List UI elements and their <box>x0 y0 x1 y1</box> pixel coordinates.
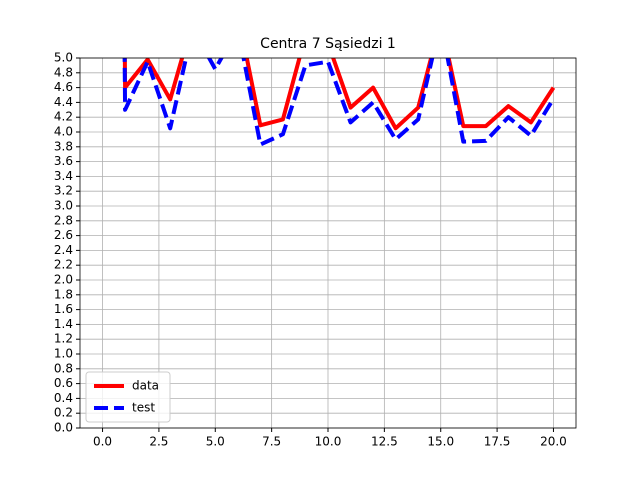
y-tick-label: 3.0 <box>54 199 73 213</box>
y-tick-label: 1.0 <box>54 347 73 361</box>
series-line <box>122 58 556 131</box>
x-tick-label: 2.5 <box>149 435 168 449</box>
y-tick-label: 1.4 <box>54 317 73 331</box>
x-tick-label: 20.0 <box>540 435 567 449</box>
y-tick-label: 5.0 <box>54 51 73 65</box>
y-tick-label: 3.2 <box>54 184 73 198</box>
x-tick-label: 0.0 <box>93 435 112 449</box>
y-tick-label: 2.6 <box>54 228 73 242</box>
y-tick-label: 2.8 <box>54 213 73 227</box>
y-tick-label: 1.2 <box>54 332 73 346</box>
series-line <box>122 58 556 147</box>
y-tick-label: 4.6 <box>54 80 73 94</box>
legend-label: data <box>132 379 159 393</box>
legend-label: test <box>132 401 155 415</box>
y-tick-label: 4.8 <box>54 65 73 79</box>
x-tick-label: 5.0 <box>206 435 225 449</box>
x-tick-label: 7.5 <box>262 435 281 449</box>
y-tick-label: 0.2 <box>54 406 73 420</box>
y-tick-label: 2.2 <box>54 258 73 272</box>
y-tick-label: 0.0 <box>54 421 73 435</box>
y-tick-label: 1.8 <box>54 287 73 301</box>
y-tick-label: 4.2 <box>54 110 73 124</box>
chart-title: Centra 7 Sąsiedzi 1 <box>260 36 396 52</box>
y-tick-label: 1.6 <box>54 302 73 316</box>
y-tick-label: 2.4 <box>54 243 73 257</box>
y-tick-label: 3.6 <box>54 154 73 168</box>
y-tick-label: 3.4 <box>54 169 73 183</box>
plot-area <box>122 58 556 147</box>
y-tick-label: 3.8 <box>54 139 73 153</box>
legend: data test <box>85 371 171 423</box>
x-tick-label: 10.0 <box>315 435 342 449</box>
x-tick-label: 15.0 <box>427 435 454 449</box>
y-tick-label: 4.4 <box>54 95 73 109</box>
y-tick-label: 0.4 <box>54 391 73 405</box>
x-tick-label: 12.5 <box>371 435 398 449</box>
y-tick-label: 0.6 <box>54 376 73 390</box>
y-tick-label: 2.0 <box>54 273 73 287</box>
y-tick-label: 0.8 <box>54 361 73 375</box>
y-tick-label: 4.0 <box>54 125 73 139</box>
x-tick-label: 17.5 <box>484 435 511 449</box>
